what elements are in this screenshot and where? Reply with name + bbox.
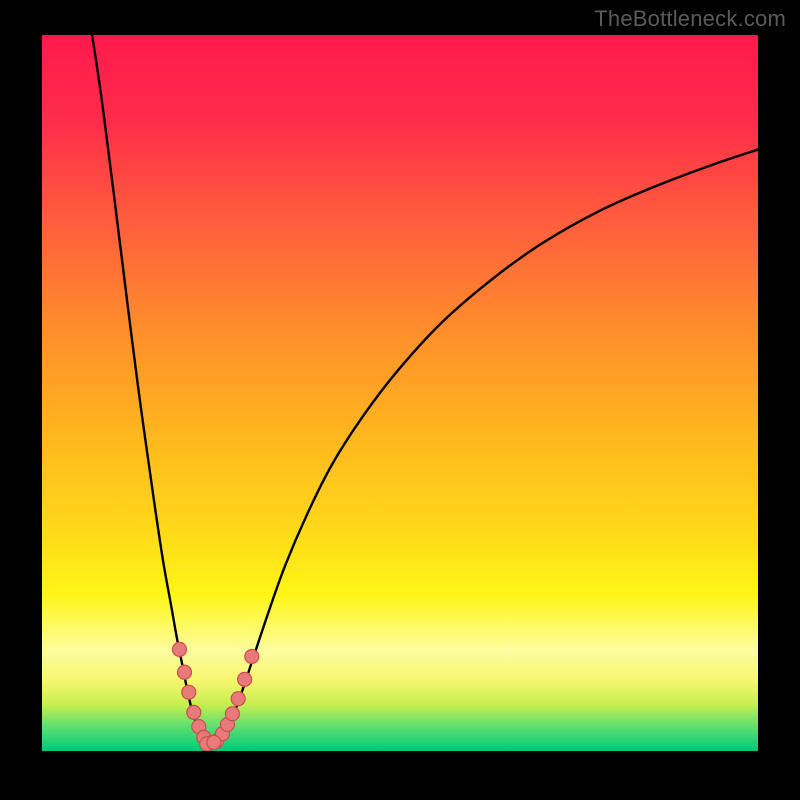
data-marker [207, 735, 221, 749]
watermark-text: TheBottleneck.com [594, 6, 786, 32]
data-marker [187, 705, 201, 719]
data-marker [182, 685, 196, 699]
data-marker [172, 642, 186, 656]
right-curve [210, 150, 758, 744]
left-curve [92, 35, 210, 744]
chart-root: TheBottleneck.com [0, 0, 800, 800]
data-marker [225, 707, 239, 721]
data-marker [231, 692, 245, 706]
curve-overlay [42, 35, 758, 751]
data-marker [238, 672, 252, 686]
plot-area [42, 35, 758, 751]
data-marker [245, 649, 259, 663]
data-marker [177, 665, 191, 679]
